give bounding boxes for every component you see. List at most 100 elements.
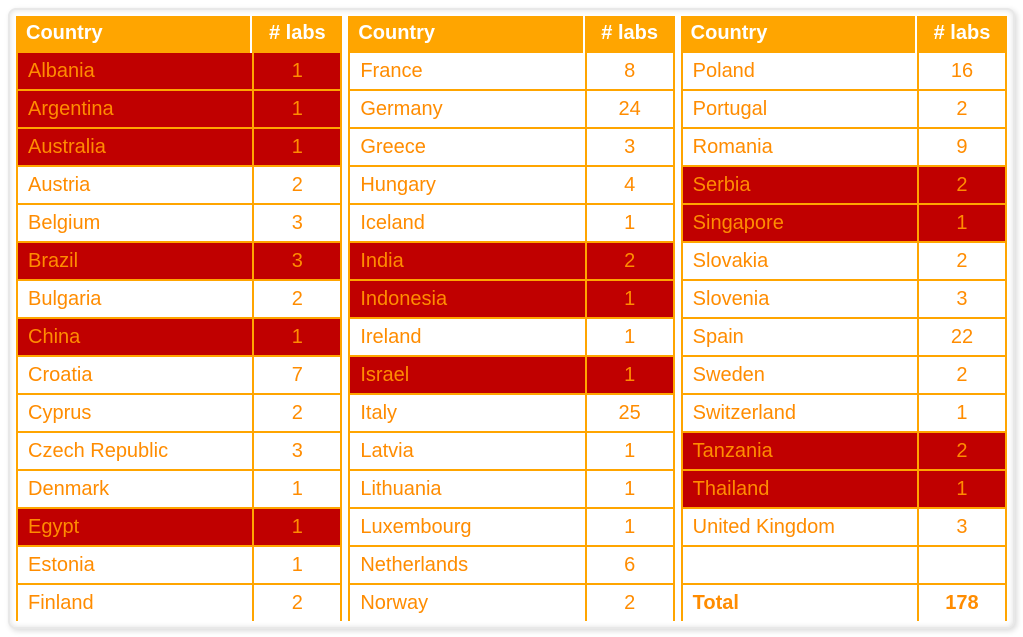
cell-country: Albania [16, 53, 252, 91]
table-row: Estonia1 [16, 547, 342, 585]
cell-country: Cyprus [16, 395, 252, 433]
cell-labs: 22 [917, 319, 1007, 357]
table-row: Spain22 [681, 319, 1007, 357]
cell-labs: 1 [917, 471, 1007, 509]
cell-country: Indonesia [348, 281, 584, 319]
table-row: Singapore1 [681, 205, 1007, 243]
cell-country: Norway [348, 585, 584, 621]
cell-labs: 2 [917, 243, 1007, 281]
labs-table-2: Country # labs France8Germany24Greece3Hu… [348, 16, 674, 621]
cell-country: Denmark [16, 471, 252, 509]
cell-labs: 2 [585, 585, 675, 621]
table-row: France8 [348, 53, 674, 91]
cell-country: Sweden [681, 357, 917, 395]
labs-table-1: Country # labs Albania1Argentina1Austral… [16, 16, 342, 621]
cell-labs: 1 [252, 471, 342, 509]
cell-country [681, 547, 917, 585]
table-row: Lithuania1 [348, 471, 674, 509]
cell-country: Latvia [348, 433, 584, 471]
table-row: Latvia1 [348, 433, 674, 471]
cell-country: Total [681, 585, 917, 621]
table-row: Egypt1 [16, 509, 342, 547]
cell-labs: 25 [585, 395, 675, 433]
cell-labs: 2 [585, 243, 675, 281]
header-labs: # labs [917, 16, 1007, 53]
cell-country: Brazil [16, 243, 252, 281]
table-row: Denmark1 [16, 471, 342, 509]
cell-country: Israel [348, 357, 584, 395]
cell-labs: 3 [917, 509, 1007, 547]
table-row: Greece3 [348, 129, 674, 167]
cell-country: United Kingdom [681, 509, 917, 547]
cell-labs: 2 [252, 585, 342, 621]
cell-country: China [16, 319, 252, 357]
cell-labs [917, 547, 1007, 585]
cell-labs: 1 [252, 547, 342, 585]
cell-labs: 7 [252, 357, 342, 395]
labs-table-3: Country # labs Poland16Portugal2Romania9… [681, 16, 1007, 621]
table-row: Albania1 [16, 53, 342, 91]
cell-country: Germany [348, 91, 584, 129]
labs-table-wrap: Country # labs Albania1Argentina1Austral… [8, 8, 1015, 629]
cell-country: Croatia [16, 357, 252, 395]
header-country: Country [681, 16, 917, 53]
cell-labs: 2 [917, 357, 1007, 395]
table-row: Indonesia1 [348, 281, 674, 319]
cell-labs: 2 [917, 433, 1007, 471]
table-row: Slovakia2 [681, 243, 1007, 281]
cell-country: Finland [16, 585, 252, 621]
cell-labs: 1 [585, 471, 675, 509]
cell-country: India [348, 243, 584, 281]
cell-country: Tanzania [681, 433, 917, 471]
header-labs: # labs [585, 16, 675, 53]
cell-country: Belgium [16, 205, 252, 243]
cell-country: Hungary [348, 167, 584, 205]
cell-country: Poland [681, 53, 917, 91]
cell-country: Australia [16, 129, 252, 167]
table-row: Finland2 [16, 585, 342, 621]
cell-labs: 1 [917, 395, 1007, 433]
table-row: Tanzania2 [681, 433, 1007, 471]
cell-labs: 1 [585, 433, 675, 471]
cell-country: Singapore [681, 205, 917, 243]
cell-country: Estonia [16, 547, 252, 585]
cell-labs: 1 [585, 205, 675, 243]
cell-labs: 16 [917, 53, 1007, 91]
cell-country: Slovenia [681, 281, 917, 319]
table-row: Austria2 [16, 167, 342, 205]
table-row: Israel1 [348, 357, 674, 395]
cell-labs: 1 [252, 509, 342, 547]
table-row: India2 [348, 243, 674, 281]
cell-labs: 1 [585, 509, 675, 547]
cell-country: France [348, 53, 584, 91]
tbody-2: France8Germany24Greece3Hungary4Iceland1I… [348, 53, 674, 621]
table-row: Netherlands6 [348, 547, 674, 585]
cell-labs: 1 [252, 53, 342, 91]
table-row: Poland16 [681, 53, 1007, 91]
cell-labs: 6 [585, 547, 675, 585]
table-column-3: Country # labs Poland16Portugal2Romania9… [681, 16, 1007, 621]
table-row: Iceland1 [348, 205, 674, 243]
cell-labs: 3 [252, 205, 342, 243]
header-labs: # labs [252, 16, 342, 53]
cell-country: Italy [348, 395, 584, 433]
table-row: Norway2 [348, 585, 674, 621]
cell-labs: 24 [585, 91, 675, 129]
cell-country: Slovakia [681, 243, 917, 281]
table-row: Ireland1 [348, 319, 674, 357]
tbody-3: Poland16Portugal2Romania9Serbia2Singapor… [681, 53, 1007, 621]
cell-country: Spain [681, 319, 917, 357]
table-row: Thailand1 [681, 471, 1007, 509]
table-row: Total178 [681, 585, 1007, 621]
cell-country: Ireland [348, 319, 584, 357]
cell-labs: 3 [917, 281, 1007, 319]
table-row: Switzerland1 [681, 395, 1007, 433]
cell-country: Egypt [16, 509, 252, 547]
cell-country: Austria [16, 167, 252, 205]
cell-labs: 3 [252, 243, 342, 281]
cell-labs: 1 [252, 91, 342, 129]
cell-labs: 1 [585, 281, 675, 319]
tbody-1: Albania1Argentina1Australia1Austria2Belg… [16, 53, 342, 621]
table-row [681, 547, 1007, 585]
cell-labs: 2 [917, 167, 1007, 205]
